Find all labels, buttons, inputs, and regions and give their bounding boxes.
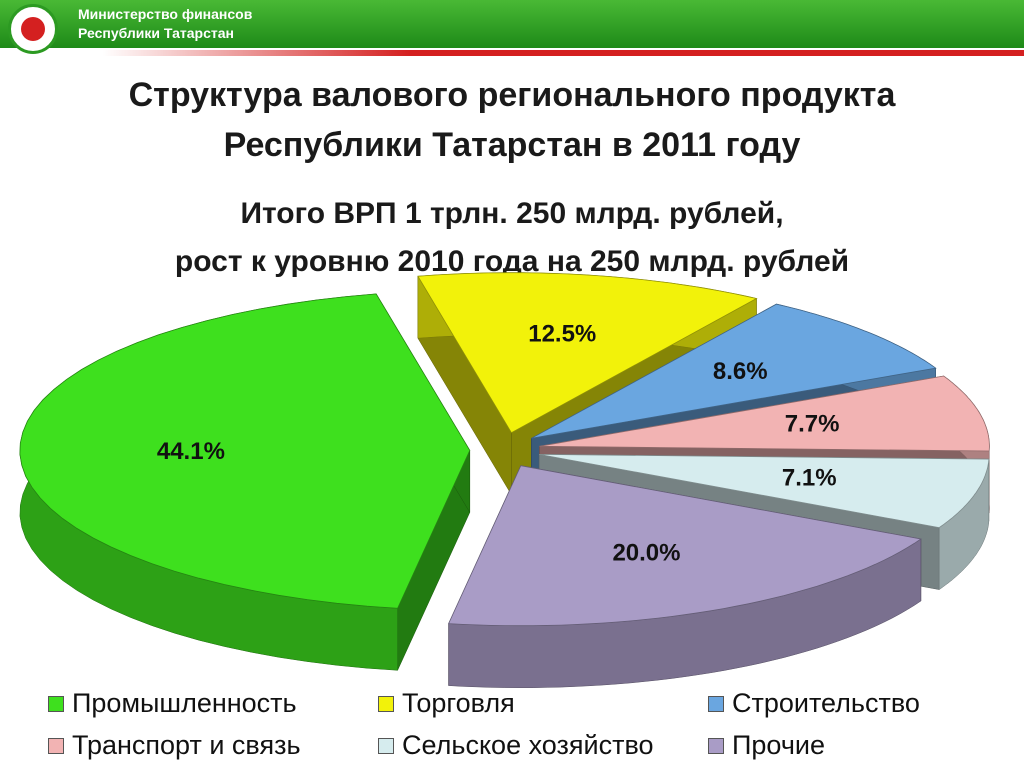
legend-item: Транспорт и связь xyxy=(48,730,301,761)
logo xyxy=(8,4,58,54)
title-line: Структура валового регионального продукт… xyxy=(128,76,896,114)
legend-label: Торговля xyxy=(402,688,515,718)
subtitle-line: Итого ВРП 1 трлн. 250 млрд. рублей, xyxy=(240,197,784,230)
data-label: 12.5% xyxy=(528,320,596,347)
header-stripe xyxy=(0,50,1024,56)
legend-label: Строительство xyxy=(732,688,920,718)
slice-top xyxy=(539,454,990,529)
legend-marker xyxy=(708,695,724,712)
legend-item: Торговля xyxy=(378,688,515,719)
legend-item: Строительство xyxy=(708,688,920,719)
legend-marker xyxy=(48,695,64,712)
data-label: 44.1% xyxy=(157,438,225,465)
org-name: Министерство финансов Республики Татарст… xyxy=(78,5,252,43)
slice-top xyxy=(539,375,990,452)
legend-marker xyxy=(48,737,64,754)
data-label: 7.1% xyxy=(782,465,837,492)
legend-item: Прочие xyxy=(708,730,825,761)
data-label: 20.0% xyxy=(612,540,680,567)
legend-label: Транспорт и связь xyxy=(72,730,301,760)
legend-item: Сельское хозяйство xyxy=(378,730,654,761)
slice-top xyxy=(19,293,471,609)
legend-label: Промышленность xyxy=(72,688,297,718)
slice xyxy=(447,465,922,688)
legend-marker xyxy=(708,737,724,754)
legend-label: Сельское хозяйство xyxy=(402,730,654,760)
data-label: 8.6% xyxy=(713,358,768,385)
slice-top xyxy=(417,272,758,434)
org-line: Республики Татарстан xyxy=(78,25,234,41)
slice-top xyxy=(447,465,922,627)
title-line: Республики Татарстан в 2011 году xyxy=(223,126,801,164)
slice-top xyxy=(531,303,937,439)
data-label: 7.7% xyxy=(785,411,840,438)
legend-marker xyxy=(378,695,394,712)
slice xyxy=(19,292,471,671)
legend-marker xyxy=(378,737,394,754)
legend-label: Прочие xyxy=(732,730,826,760)
org-line: Министерство финансов xyxy=(78,6,253,22)
title: Структура валового регионального продукт… xyxy=(0,70,1024,170)
legend-item: Промышленность xyxy=(48,688,297,719)
header-bar xyxy=(0,0,1024,48)
